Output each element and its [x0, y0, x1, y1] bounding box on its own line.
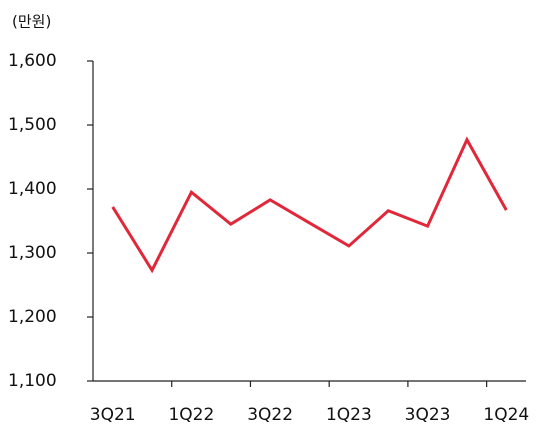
x-tick-label: 1Q23	[326, 405, 372, 425]
y-tick-label: 1,100	[8, 371, 57, 391]
y-tick-label: 1,200	[8, 307, 57, 327]
line-series	[111, 136, 508, 274]
y-unit-label: (만원)	[12, 13, 51, 31]
x-tick-label: 3Q22	[247, 405, 293, 425]
x-tick-label: 3Q21	[90, 405, 136, 425]
y-tick-label: 1,400	[8, 179, 57, 199]
y-tick-label: 1,600	[8, 51, 57, 71]
x-tick-label: 1Q24	[483, 405, 529, 425]
y-tick-label: 1,500	[8, 115, 57, 135]
x-tick-label: 3Q23	[405, 405, 451, 425]
y-tick-label: 1,300	[8, 243, 57, 263]
x-tick-label: 1Q22	[168, 405, 214, 425]
